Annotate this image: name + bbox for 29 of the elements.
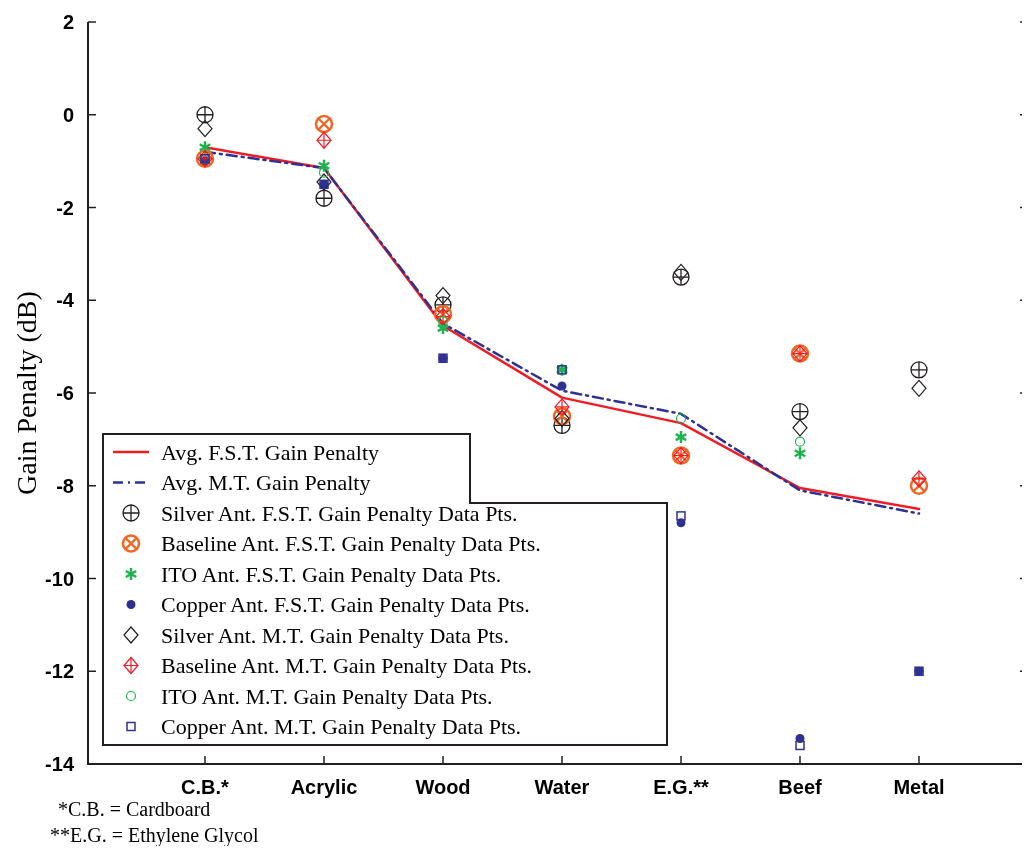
- x-tick-label: E.G.**: [653, 776, 709, 798]
- y-tick-label: -10: [45, 567, 74, 590]
- y-tick-label: 2: [62, 11, 74, 33]
- legend-label: Baseline Ant. M.T. Gain Penalty Data Pts.: [161, 653, 533, 679]
- legend-label: ITO Ant. F.S.T. Gain Penalty Data Pts.: [161, 561, 502, 587]
- x-tick-label: C.B.*: [181, 776, 230, 798]
- legend-label: Copper Ant. M.T. Gain Penalty Data Pts.: [161, 714, 522, 740]
- x-tick-label: Metal: [893, 776, 945, 798]
- y-tick-label: -14: [45, 753, 75, 775]
- legend-label: ITO Ant. M.T. Gain Penalty Data Pts.: [161, 683, 493, 709]
- x-tick-label: Water: [534, 776, 590, 798]
- legend-label: Silver Ant. M.T. Gain Penalty Data Pts.: [161, 622, 509, 648]
- y-tick-label: -8: [56, 474, 74, 497]
- y-axis-title: Gain Penalty (dB): [11, 291, 42, 495]
- text: **E.G. = Ethylene Glycol: [50, 824, 259, 847]
- y-tick-label: -6: [56, 382, 74, 404]
- y-tick-label: 0: [62, 103, 74, 126]
- legend-label: Baseline Ant. F.S.T. Gain Penalty Data Pts.: [161, 531, 541, 557]
- y-tick-label: -2: [56, 196, 74, 219]
- legend-label: Avg. M.T. Gain Penalty: [161, 470, 371, 496]
- x-tick-label: Beef: [778, 776, 823, 798]
- legend-label: Silver Ant. F.S.T. Gain Penalty Data Pts.: [161, 500, 518, 526]
- x-tick-label: Wood: [415, 776, 471, 798]
- y-tick-label: -12: [45, 660, 74, 683]
- text: *C.B. = Cardboard: [58, 798, 211, 820]
- y-tick-label: -4: [56, 289, 75, 312]
- legend-label: Avg. F.S.T. Gain Penalty: [161, 439, 380, 465]
- legend-label: Copper Ant. F.S.T. Gain Penalty Data Pts.: [161, 592, 530, 618]
- x-tick-label: Acrylic: [290, 776, 358, 798]
